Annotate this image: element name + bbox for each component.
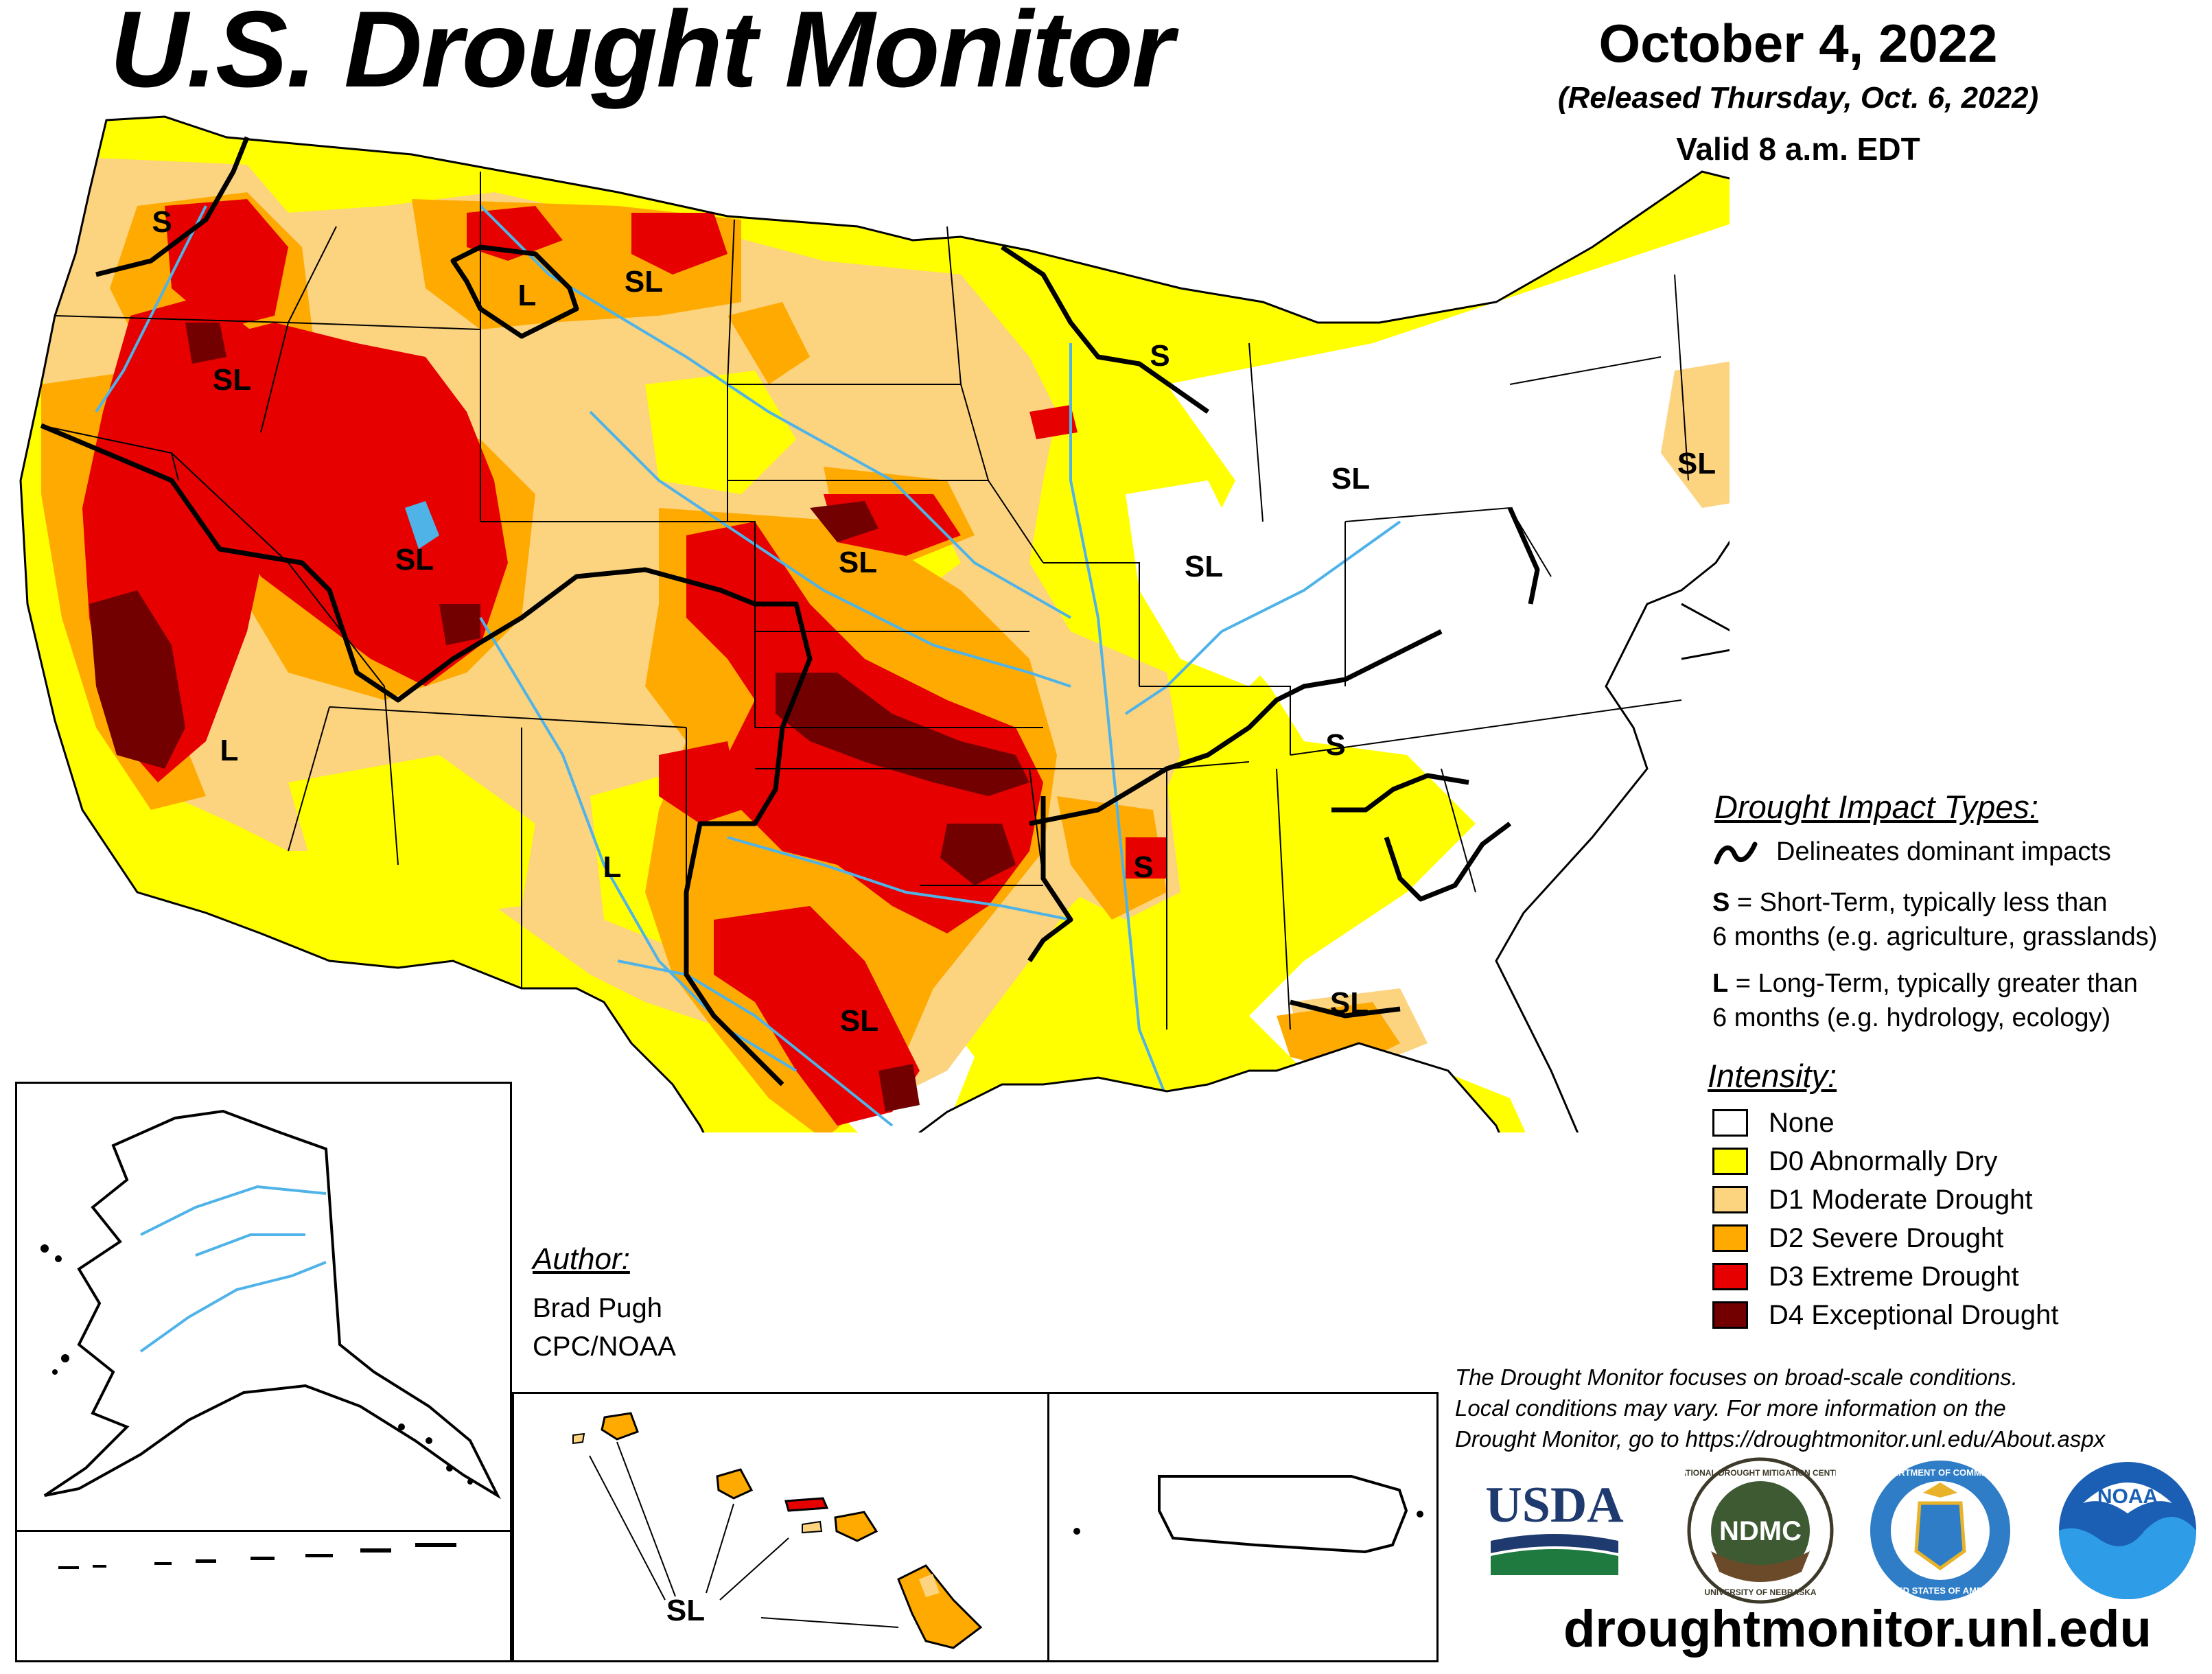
long-term-key: L xyxy=(1712,969,1729,998)
delineation-description: Delineates dominant impacts xyxy=(1776,837,2111,866)
region-label: SL xyxy=(839,546,877,579)
doc-ring-bottom-text: UNITED STATES OF AMERICA xyxy=(1876,1585,2005,1596)
short-term-line2: 6 months (e.g. agriculture, grasslands) xyxy=(1712,922,2158,951)
delineation-line-icon xyxy=(1714,841,1758,865)
department-of-commerce-seal[interactable]: DEPARTMENT OF COMMERCE UNITED STATES OF … xyxy=(1868,1455,2012,1606)
page-title: U.S. Drought Monitor xyxy=(110,0,1174,110)
legend-swatch xyxy=(1712,1301,1748,1329)
legend-label: None xyxy=(1769,1107,1835,1138)
region-label: SL xyxy=(395,543,434,577)
short-term-line1: = Short-Term, typically less than xyxy=(1730,888,2108,917)
doc-ring-top-text: DEPARTMENT OF COMMERCE xyxy=(1874,1467,2006,1478)
legend-item-d1: D1 Moderate Drought xyxy=(1712,1181,2033,1219)
legend-swatch xyxy=(1712,1186,1748,1213)
disclaimer: The Drought Monitor focuses on broad-sca… xyxy=(1455,1362,2105,1454)
valid-time: Valid 8 a.m. EDT xyxy=(1676,131,1920,167)
long-term-line1: = Long-Term, typically greater than xyxy=(1728,969,2138,998)
region-label: SL xyxy=(1677,447,1716,480)
legend-label: D1 Moderate Drought xyxy=(1769,1184,2033,1215)
legend-item-none: None xyxy=(1712,1104,1835,1142)
hawaii-inset: SL xyxy=(512,1392,1047,1662)
region-label: SL xyxy=(213,363,251,397)
legend-swatch xyxy=(1712,1224,1748,1252)
intensity-heading: Intensity: xyxy=(1708,1058,1837,1094)
alaska-inset xyxy=(15,1082,512,1532)
legend-item-d3: D3 Extreme Drought xyxy=(1712,1257,2019,1296)
conus-drought-map: S SL L SL SL S SL SL SL SL SL L L S L S … xyxy=(19,115,1730,1132)
legend-label: D4 Exceptional Drought xyxy=(1769,1299,2059,1330)
legend-label: D3 Extreme Drought xyxy=(1769,1261,2019,1292)
map-date: October 4, 2022 xyxy=(1598,13,1998,73)
aleutian-islands-map xyxy=(58,1543,456,1569)
region-label: SL xyxy=(1331,462,1370,496)
region-label: SL xyxy=(1330,986,1369,1020)
hawaii-map: SL xyxy=(572,1412,983,1649)
region-label: L xyxy=(603,850,622,884)
author-name: Brad Pugh xyxy=(533,1293,663,1323)
aleutian-inset xyxy=(15,1532,512,1662)
short-term-description: S = Short-Term, typically less than 6 mo… xyxy=(1712,885,2157,954)
usda-logo-text: USDA xyxy=(1485,1479,1623,1533)
disclaimer-line: Local conditions may vary. For more info… xyxy=(1455,1395,2006,1421)
author-heading: Author: xyxy=(533,1242,630,1276)
noaa-logo[interactable]: NOAA xyxy=(2056,1455,2200,1606)
region-label: L xyxy=(220,734,239,767)
ndmc-logo[interactable]: NDMC NATIONAL DROUGHT MITIGATION CENTER … xyxy=(1685,1455,1836,1606)
impact-types-heading: Drought Impact Types: xyxy=(1714,789,2038,825)
legend-item-d2: D2 Severe Drought xyxy=(1712,1219,2003,1257)
puerto-rico-inset xyxy=(1047,1392,1439,1662)
disclaimer-line: The Drought Monitor focuses on broad-sca… xyxy=(1455,1364,2018,1390)
legend-item-d0: D0 Abnormally Dry xyxy=(1712,1142,1997,1181)
legend-label: D0 Abnormally Dry xyxy=(1769,1146,1998,1176)
alaska-map xyxy=(40,1109,501,1500)
long-term-line2: 6 months (e.g. hydrology, ecology) xyxy=(1712,1003,2111,1032)
ndmc-ring-bottom-text: UNIVERSITY OF NEBRASKA xyxy=(1704,1588,1816,1597)
region-label: SL xyxy=(1185,550,1223,583)
region-label: SL xyxy=(840,1004,878,1038)
region-label: L xyxy=(518,279,537,312)
puerto-rico-map xyxy=(1073,1475,1423,1554)
impact-region-labels: S SL L SL SL S SL SL SL SL SL L L S L S … xyxy=(152,205,1716,1038)
long-term-description: L = Long-Term, typically greater than 6 … xyxy=(1712,966,2138,1035)
release-date: (Released Thursday, Oct. 6, 2022) xyxy=(1557,81,2039,115)
legend-item-d4: D4 Exceptional Drought xyxy=(1712,1296,2058,1334)
region-label: S xyxy=(1325,728,1345,762)
legend-label: D2 Severe Drought xyxy=(1769,1222,2004,1253)
short-term-key: S xyxy=(1712,888,1730,917)
noaa-logo-text: NOAA xyxy=(2097,1485,2158,1508)
ndmc-ring-top-text: NATIONAL DROUGHT MITIGATION CENTER xyxy=(1685,1468,1836,1478)
legend-swatch xyxy=(1712,1263,1748,1290)
disclaimer-line[interactable]: Drought Monitor, go to https://droughtmo… xyxy=(1455,1426,2106,1452)
ndmc-logo-text: NDMC xyxy=(1719,1516,1802,1546)
region-label: S xyxy=(1150,339,1169,373)
author-organization: CPC/NOAA xyxy=(533,1332,676,1362)
legend-swatch xyxy=(1712,1109,1748,1137)
region-label: S xyxy=(1133,850,1153,884)
region-label: SL xyxy=(625,265,663,299)
hawaii-region-label: SL xyxy=(666,1594,705,1627)
region-label: S xyxy=(152,205,172,239)
usda-logo[interactable]: USDA xyxy=(1482,1479,1627,1582)
footer-url-link[interactable]: droughtmonitor.unl.edu xyxy=(1563,1600,2152,1658)
legend-swatch xyxy=(1712,1148,1748,1175)
